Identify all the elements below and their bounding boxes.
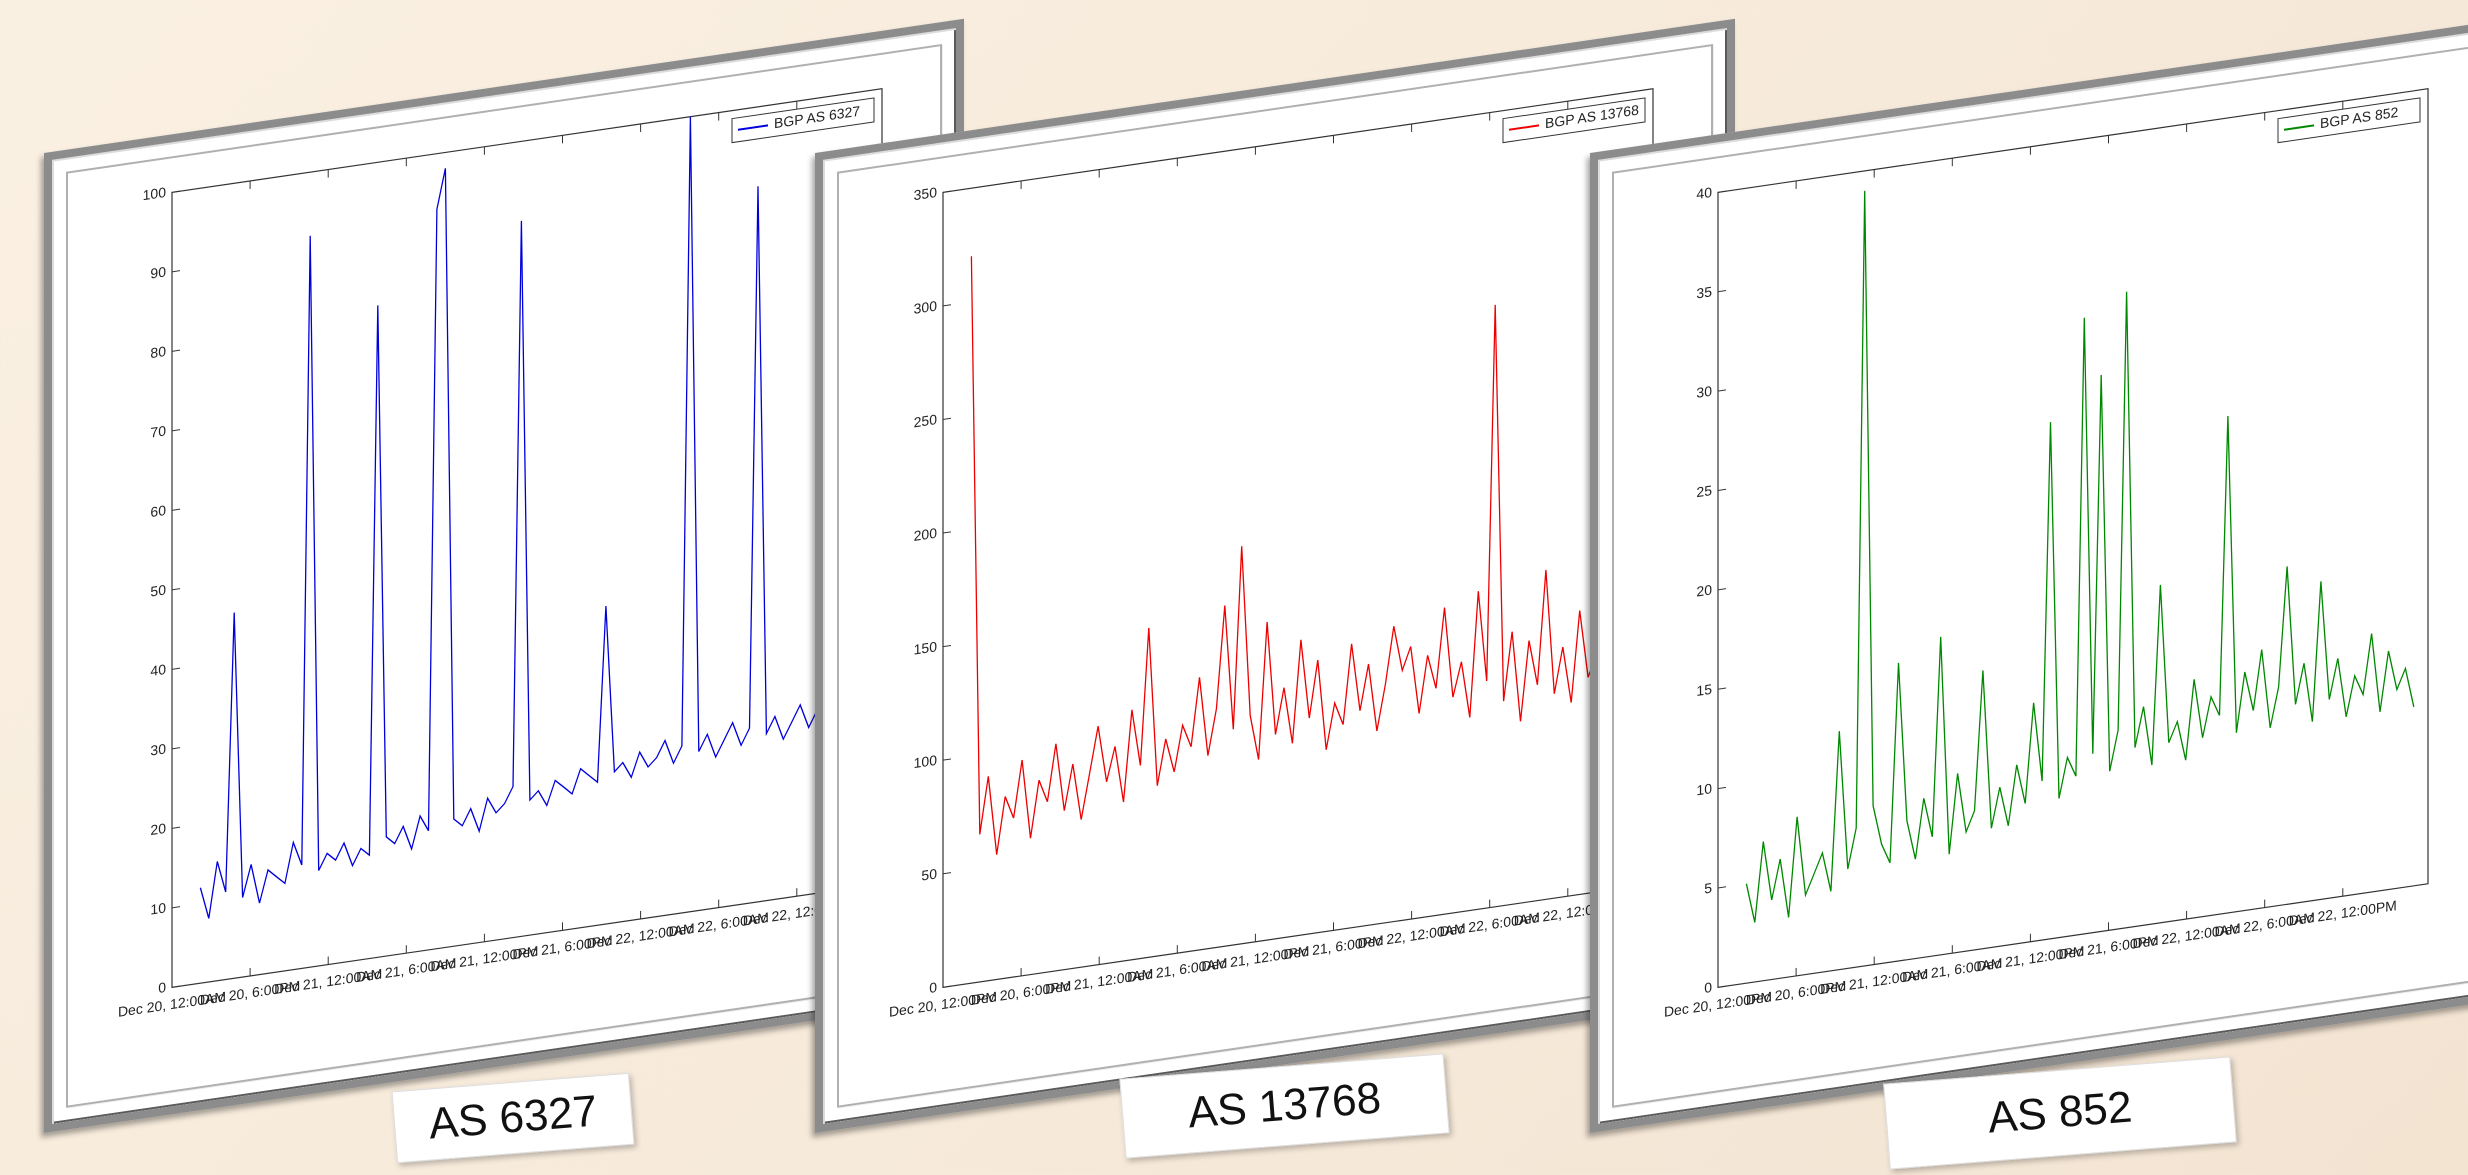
y-tick-label: 90 [150, 263, 166, 281]
y-tick [172, 747, 180, 750]
legend-swatch [2284, 124, 2314, 131]
y-tick [1718, 786, 1726, 790]
y-tick [1718, 190, 1726, 193]
y-tick-label: 15 [1696, 681, 1712, 699]
y-tick-label: 100 [914, 752, 938, 771]
y-tick [1718, 886, 1726, 889]
y-tick-label: 0 [929, 979, 937, 996]
y-tick-label: 300 [914, 298, 938, 317]
y-tick [943, 531, 951, 534]
y-tick-label: 150 [914, 638, 938, 657]
y-tick [172, 985, 180, 988]
y-tick-label: 10 [150, 899, 166, 917]
chart-panel: 0 5 10 15 20 25 30 35 40 Dec 20, 12:00PM Dec 20, 6… [1590, 18, 2468, 1134]
chart-panel: 0 10 20 30 40 50 60 70 80 90 100 Dec 20, 12:00AM Dec… [44, 18, 964, 1134]
series-line [199, 116, 869, 919]
legend-box [731, 97, 875, 144]
y-tick-label: 30 [1696, 383, 1712, 401]
series-line [1745, 190, 2415, 923]
y-tick [943, 985, 951, 988]
plot-area [942, 88, 1654, 989]
plot-area [1717, 88, 2429, 989]
y-tick-label: 30 [150, 740, 166, 758]
y-tick-label: 100 [143, 184, 167, 203]
y-tick-label: 70 [150, 422, 166, 440]
y-tick-label: 50 [921, 865, 937, 883]
y-tick [1718, 985, 1726, 988]
y-tick [943, 644, 951, 648]
y-tick-label: 20 [1696, 581, 1712, 599]
y-tick-label: 35 [1696, 283, 1712, 301]
y-tick-label: 5 [1704, 880, 1712, 897]
y-tick-label: 200 [914, 525, 938, 544]
y-tick-label: 60 [150, 502, 166, 520]
series-line [970, 256, 1640, 855]
y-tick-label: 250 [914, 411, 938, 430]
y-tick-label: 40 [1696, 184, 1712, 202]
y-tick [1718, 488, 1726, 491]
y-tick [943, 417, 951, 420]
y-tick-label: 10 [1696, 780, 1712, 798]
y-tick-label: 0 [1704, 979, 1712, 996]
y-tick-label: 20 [150, 820, 166, 838]
y-tick [1718, 290, 1726, 293]
y-tick [172, 826, 180, 829]
y-tick [1718, 588, 1726, 591]
y-tick [943, 872, 951, 875]
legend-box [2277, 97, 2421, 144]
y-tick [943, 304, 951, 307]
legend-box [1502, 97, 1646, 144]
legend-swatch [1509, 124, 1539, 131]
y-tick-label: 80 [150, 343, 166, 361]
y-tick [943, 758, 951, 761]
caption: AS 6327 [391, 1072, 635, 1164]
y-tick [943, 190, 951, 193]
y-tick [172, 508, 180, 511]
legend-swatch [738, 124, 768, 131]
plot-area [171, 88, 883, 989]
y-tick [172, 270, 180, 273]
y-tick [172, 906, 180, 909]
y-tick-label: 350 [914, 184, 938, 203]
y-tick [172, 429, 180, 432]
y-tick [1718, 687, 1726, 690]
y-tick-label: 40 [150, 661, 166, 679]
y-tick [172, 588, 180, 591]
y-tick [172, 667, 180, 670]
y-tick-label: 25 [1696, 482, 1712, 500]
y-tick [172, 190, 180, 193]
y-tick-label: 50 [150, 581, 166, 599]
y-tick [172, 349, 180, 352]
y-tick-label: 0 [158, 979, 166, 996]
y-tick [1718, 389, 1726, 392]
